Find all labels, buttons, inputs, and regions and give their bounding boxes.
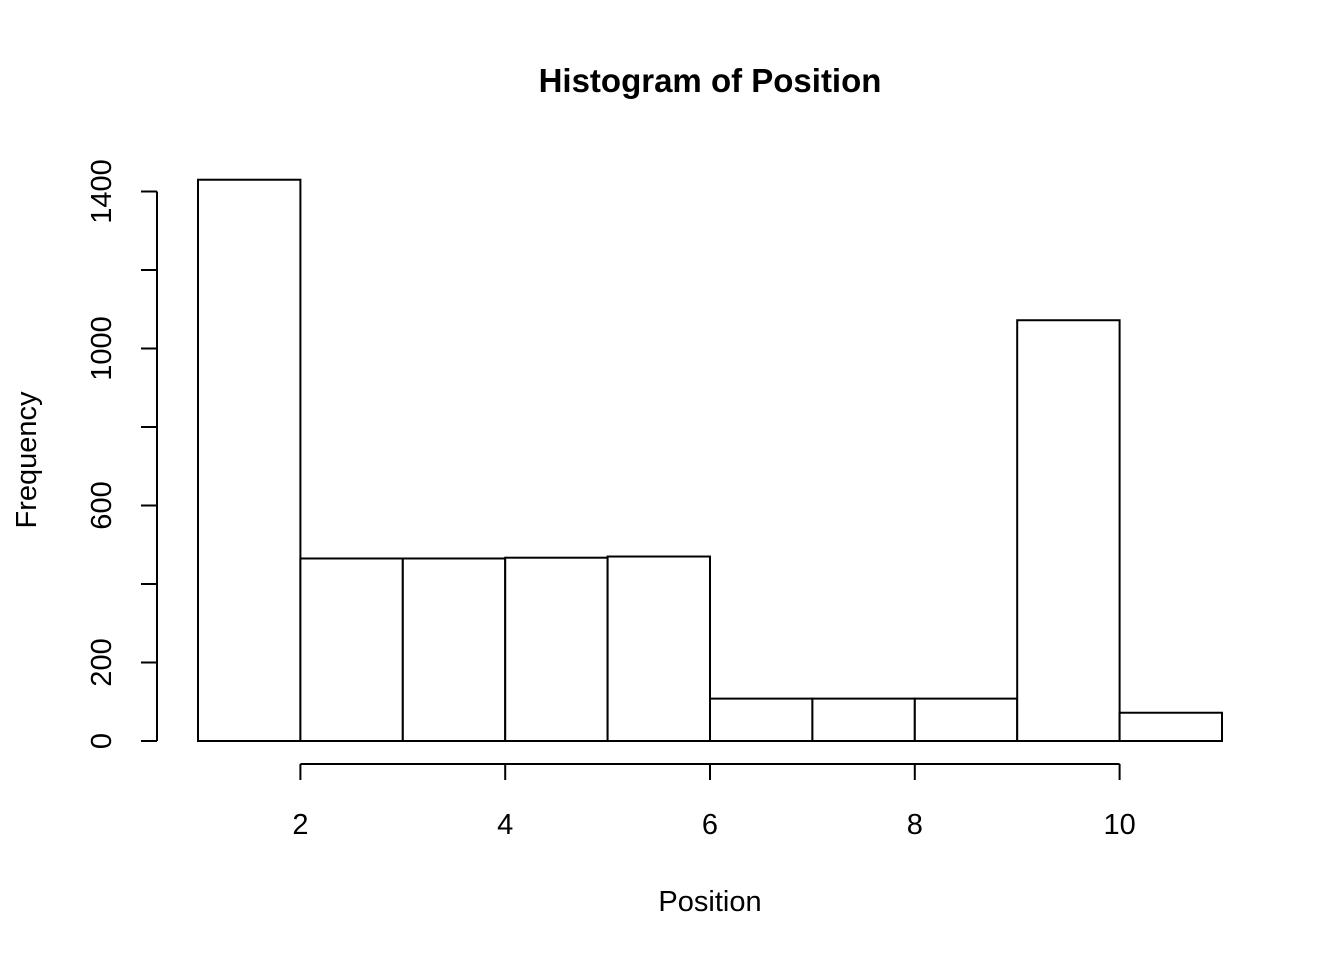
bars-group xyxy=(197,178,1223,743)
x-tick-label-6: 6 xyxy=(702,809,718,841)
chart-title: Histogram of Position xyxy=(539,62,882,99)
x-tick-label-4: 4 xyxy=(497,809,513,841)
y-tick-label-1400: 1400 xyxy=(86,159,118,224)
y-axis-label: Frequency xyxy=(11,391,43,529)
histogram-bar-6 xyxy=(709,697,814,742)
x-axis-label: Position xyxy=(658,886,761,918)
y-tick-label-600: 600 xyxy=(86,481,118,529)
histogram-bar-10 xyxy=(1118,711,1223,742)
x-tick-label-2: 2 xyxy=(292,809,308,841)
x-tick-label-8: 8 xyxy=(907,809,923,841)
histogram-bar-7 xyxy=(811,697,916,742)
y-tick-label-1000: 1000 xyxy=(86,316,118,381)
histogram-bar-9 xyxy=(1016,319,1121,742)
histogram-bar-2 xyxy=(299,557,404,742)
y-tick-label-0: 0 xyxy=(86,733,118,749)
histogram-bar-8 xyxy=(913,697,1019,742)
y-axis: 0 200 600 1000 1400 xyxy=(86,159,158,749)
histogram-bar-4 xyxy=(504,556,609,743)
y-tick-label-200: 200 xyxy=(86,638,118,686)
x-axis: 2 4 6 8 10 xyxy=(292,763,1136,841)
histogram-bar-3 xyxy=(401,557,507,742)
x-tick-label-10: 10 xyxy=(1103,809,1135,841)
histogram-bar-5 xyxy=(606,555,711,743)
histogram-bar-1 xyxy=(197,178,302,743)
